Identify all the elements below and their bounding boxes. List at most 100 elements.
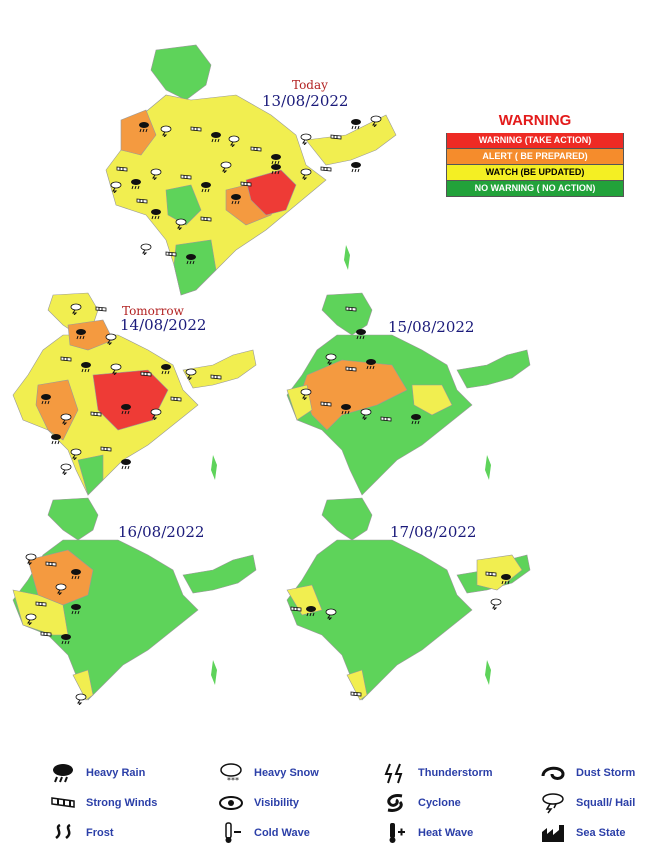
legend-item-alert: ALERT ( BE PREPARED) bbox=[446, 149, 624, 165]
weather-marker-icon bbox=[410, 410, 422, 425]
weather-marker-icon bbox=[110, 360, 122, 376]
key-strong-winds: Strong Winds bbox=[50, 792, 157, 814]
weather-marker-icon bbox=[340, 400, 352, 415]
weather-marker-icon bbox=[35, 595, 47, 607]
weather-marker-icon bbox=[90, 405, 102, 417]
cold-wave-icon bbox=[225, 822, 241, 843]
weather-marker-icon bbox=[300, 385, 312, 401]
weather-marker-icon bbox=[300, 165, 312, 181]
squall-hail-icon bbox=[542, 793, 564, 814]
weather-marker-icon bbox=[25, 550, 37, 566]
strong-winds-icon bbox=[51, 797, 75, 808]
weather-marker-icon bbox=[350, 158, 362, 173]
weather-marker-icon bbox=[370, 112, 382, 128]
legend-item-warning: WARNING (TAKE ACTION) bbox=[446, 133, 624, 149]
weather-marker-icon bbox=[305, 602, 317, 617]
key-frost: Frost bbox=[50, 822, 114, 844]
key-heat-wave: Heat Wave bbox=[382, 822, 473, 844]
weather-marker-icon bbox=[290, 600, 302, 612]
weather-marker-icon bbox=[350, 685, 362, 697]
weather-marker-icon bbox=[136, 192, 148, 204]
date-label-day3: 15/08/2022 bbox=[388, 318, 475, 336]
weather-marker-icon bbox=[40, 625, 52, 637]
legend-title: WARNING bbox=[498, 112, 572, 129]
weather-marker-icon bbox=[100, 440, 112, 452]
heavy-rain-icon bbox=[53, 764, 73, 783]
weather-marker-icon bbox=[185, 365, 197, 381]
weather-marker-icon bbox=[300, 130, 312, 146]
weather-marker-icon bbox=[150, 405, 162, 421]
weather-marker-icon bbox=[140, 240, 152, 256]
dust-storm-icon bbox=[541, 766, 565, 780]
heavy-snow-icon: *** bbox=[220, 763, 242, 784]
weather-marker-icon bbox=[270, 150, 282, 165]
key-visibility: Visibility bbox=[218, 792, 299, 814]
key-sea-state: Sea State bbox=[540, 822, 626, 844]
weather-marker-icon bbox=[140, 365, 152, 377]
date-label-day5: 17/08/2022 bbox=[390, 523, 477, 541]
thunderstorm-icon bbox=[384, 763, 403, 784]
map-day5 bbox=[282, 495, 532, 705]
weather-marker-icon bbox=[160, 360, 172, 375]
weather-marker-icon bbox=[130, 175, 142, 190]
weather-marker-icon bbox=[165, 245, 177, 257]
weather-marker-icon bbox=[40, 390, 52, 405]
weather-marker-icon bbox=[120, 455, 132, 470]
weather-marker-icon bbox=[365, 355, 377, 370]
key-squall-hail: Squall/ Hail bbox=[540, 792, 635, 814]
weather-marker-icon bbox=[70, 565, 82, 580]
weather-marker-icon bbox=[180, 168, 192, 180]
weather-marker-icon bbox=[210, 128, 222, 143]
weather-marker-icon bbox=[70, 445, 82, 461]
day-label-tomorrow: Tomorrow bbox=[122, 304, 184, 318]
weather-marker-icon bbox=[116, 160, 128, 172]
heat-wave-icon bbox=[389, 823, 405, 843]
weather-marker-icon bbox=[485, 565, 497, 577]
weather-marker-icon bbox=[120, 400, 132, 415]
map-day3 bbox=[282, 290, 532, 500]
weather-marker-icon bbox=[190, 120, 202, 132]
weather-marker-icon bbox=[60, 410, 72, 426]
weather-marker-icon bbox=[185, 250, 197, 265]
sea-state-icon bbox=[542, 825, 564, 842]
weather-marker-icon bbox=[490, 595, 502, 611]
svg-text:***: *** bbox=[227, 776, 239, 784]
weather-marker-icon bbox=[360, 405, 372, 421]
weather-marker-icon bbox=[160, 122, 172, 138]
weather-marker-icon bbox=[325, 350, 337, 366]
legend-item-watch: WATCH (BE UPDATED) bbox=[446, 165, 624, 181]
weather-marker-icon bbox=[175, 215, 187, 231]
weather-marker-icon bbox=[330, 128, 342, 140]
weather-marker-icon bbox=[320, 395, 332, 407]
weather-marker-icon bbox=[138, 118, 150, 133]
map-today bbox=[96, 40, 406, 300]
key-dust-storm: Dust Storm bbox=[540, 762, 635, 784]
weather-marker-icon bbox=[240, 175, 252, 187]
key-heavy-rain: Heavy Rain bbox=[50, 762, 145, 784]
weather-marker-icon bbox=[75, 690, 87, 706]
key-thunderstorm: Thunderstorm bbox=[382, 762, 493, 784]
cyclone-icon bbox=[387, 794, 403, 812]
weather-marker-icon bbox=[200, 178, 212, 193]
weather-marker-icon bbox=[80, 358, 92, 373]
weather-marker-icon bbox=[75, 325, 87, 340]
weather-marker-icon bbox=[210, 368, 222, 380]
weather-key: Heavy Rain *** Heavy Snow Thunderstorm D… bbox=[40, 758, 660, 848]
weather-marker-icon bbox=[270, 160, 282, 175]
weather-marker-icon bbox=[345, 360, 357, 372]
weather-marker-icon bbox=[320, 160, 332, 172]
weather-marker-icon bbox=[25, 610, 37, 626]
warning-legend: WARNING WARNING (TAKE ACTION) ALERT ( BE… bbox=[446, 112, 624, 197]
weather-marker-icon bbox=[230, 190, 242, 205]
weather-marker-icon bbox=[150, 205, 162, 220]
weather-marker-icon bbox=[350, 115, 362, 130]
weather-marker-icon bbox=[50, 430, 62, 445]
weather-marker-icon bbox=[55, 580, 67, 596]
weather-marker-icon bbox=[355, 325, 367, 340]
weather-marker-icon bbox=[95, 300, 107, 312]
map-tomorrow bbox=[8, 290, 258, 500]
weather-marker-icon bbox=[170, 390, 182, 402]
weather-marker-icon bbox=[250, 140, 262, 152]
weather-marker-icon bbox=[110, 178, 122, 194]
weather-marker-icon bbox=[325, 605, 337, 621]
